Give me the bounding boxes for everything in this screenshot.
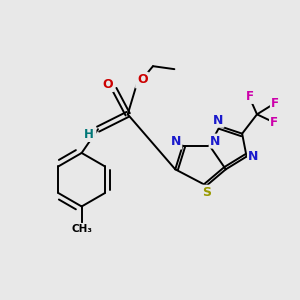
Text: N: N [210, 135, 220, 148]
Text: N: N [248, 150, 258, 163]
Text: O: O [136, 74, 146, 88]
Text: H: H [85, 127, 95, 140]
Text: O: O [137, 73, 148, 86]
Text: F: F [246, 90, 254, 103]
Text: H: H [84, 128, 94, 141]
Text: N: N [171, 136, 181, 148]
Text: O: O [101, 80, 111, 93]
Text: F: F [271, 97, 279, 110]
Text: O: O [103, 78, 113, 91]
Text: S: S [202, 186, 211, 199]
Text: N: N [213, 114, 224, 127]
Text: CH₃: CH₃ [71, 224, 92, 234]
Text: F: F [270, 116, 278, 129]
